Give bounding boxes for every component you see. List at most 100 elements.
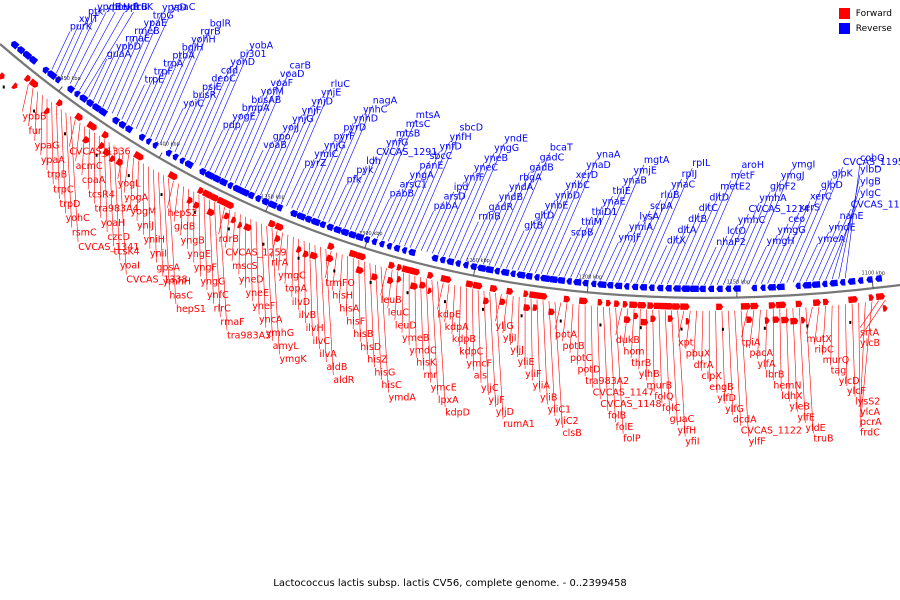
gene-label: rbgA: [519, 172, 542, 183]
label-leader-line: [239, 70, 290, 186]
label-leader-line: [360, 129, 407, 234]
label-leader-line: [167, 180, 174, 208]
feature-arrow: [230, 216, 236, 224]
label-leader-line: [51, 102, 54, 185]
label-leader-line: [792, 308, 798, 413]
feature-arrow: [775, 301, 787, 309]
feature-arrow: [139, 133, 147, 142]
label-leader-line: [135, 68, 164, 129]
feature-arrow: [672, 303, 681, 310]
gene-label: CVCAS_1135: [851, 199, 900, 210]
gene-label: folE: [615, 422, 633, 433]
label-leader-line: [822, 305, 826, 355]
feature-arrow: [802, 281, 812, 289]
label-leader-line: [69, 11, 107, 84]
label-leader-line: [830, 305, 833, 366]
label-leader-line: [594, 164, 645, 280]
label-leader-line: [701, 310, 704, 371]
gene-label: yoiC: [183, 98, 204, 109]
gene-label: CVCAS_1341: [78, 242, 139, 253]
gene-label: yljC: [481, 383, 499, 394]
label-leader-line: [624, 200, 661, 283]
gene-label: rlrC: [214, 304, 231, 315]
gene-label: gltD: [534, 210, 554, 221]
axis-tick: [871, 282, 874, 289]
axis-tick-label: 1150 kbp: [727, 280, 751, 286]
label-leader-line: [558, 226, 582, 277]
label-leader-line: [570, 206, 603, 278]
feature-arrow: [685, 318, 690, 325]
feature-arrow: [206, 208, 215, 217]
label-leader-line: [420, 201, 444, 251]
gene-label: yogM: [131, 207, 157, 218]
label-leader-line: [69, 119, 76, 147]
label-leader-line: [577, 304, 580, 365]
label-leader-line: [812, 220, 840, 282]
gene-label: leuB: [381, 295, 402, 306]
feature-arrow: [409, 267, 420, 276]
gene-label: hisG: [374, 367, 395, 378]
label-leader-line: [546, 159, 597, 275]
gene-label: murQ: [823, 355, 850, 366]
feature-arrow: [640, 318, 649, 326]
reverse-gene-labels: purKxylTptkypdBypcHdexBypcBfruKguaAypbDr…: [70, 2, 900, 248]
label-leader-line: [173, 183, 179, 222]
gene-label: hepS2: [167, 208, 197, 219]
gene-label: tra983A3: [227, 331, 271, 342]
gene-label: CVCAS_1291: [376, 147, 437, 158]
feature-arrow: [662, 302, 674, 310]
gene-label: ymgC: [278, 271, 306, 282]
feature-arrow: [67, 85, 76, 94]
feature-arrow: [548, 275, 558, 284]
feature-arrow: [489, 284, 498, 293]
label-leader-line: [530, 298, 533, 381]
gene-label: mtsA: [416, 110, 441, 121]
label-leader-line: [569, 303, 574, 353]
gene-label: lysA: [639, 211, 659, 222]
gene-label: CVCAS_1147: [593, 388, 654, 399]
feature-arrow: [563, 295, 571, 303]
feature-arrow: [274, 222, 284, 231]
feature-mark: [680, 327, 683, 331]
label-leader-line: [301, 141, 334, 213]
feature-arrow: [86, 120, 97, 131]
gene-label: ylfH: [677, 425, 696, 436]
feature-arrow: [882, 305, 888, 312]
forward-strand-features: [0, 72, 888, 331]
feature-arrow: [43, 107, 50, 115]
feature-arrow: [573, 278, 582, 286]
label-leader-line: [169, 99, 193, 150]
label-leader-line: [685, 310, 691, 349]
feature-arrow: [172, 153, 180, 161]
gene-label: topA: [285, 284, 308, 295]
label-leader-line: [244, 149, 264, 189]
gene-label: folC: [662, 403, 681, 414]
gene-label: gltB: [524, 220, 543, 231]
gene-label: ymiC: [314, 149, 339, 160]
gene-label: CVCAS_1338: [126, 275, 187, 286]
label-leader-line: [562, 303, 568, 342]
label-leader-line: [552, 237, 572, 276]
feature-arrow: [665, 285, 672, 292]
label-leader-line: [432, 182, 465, 254]
feature-arrow: [74, 112, 83, 121]
feature-mark: [559, 319, 562, 323]
gene-label: tra983A4: [95, 204, 139, 215]
label-leader-line: [612, 221, 640, 282]
label-leader-line: [451, 285, 456, 335]
label-leader-line: [164, 108, 184, 147]
label-leader-line: [679, 191, 721, 285]
axis-tick: [364, 242, 368, 249]
gene-label: pacA: [749, 348, 773, 359]
gene-label: hisF: [346, 316, 365, 327]
feature-arrow: [276, 204, 284, 212]
label-leader-line: [858, 302, 861, 407]
gene-label: bglH: [182, 43, 204, 54]
gene-label: yoaH: [101, 218, 125, 229]
feature-arrow: [386, 242, 393, 250]
gene-label: tpiA: [742, 337, 761, 348]
label-leader-line: [150, 44, 192, 138]
gene-label: lpxA: [438, 395, 459, 406]
gene-label: dltX: [667, 236, 686, 247]
label-leader-line: [729, 191, 771, 285]
